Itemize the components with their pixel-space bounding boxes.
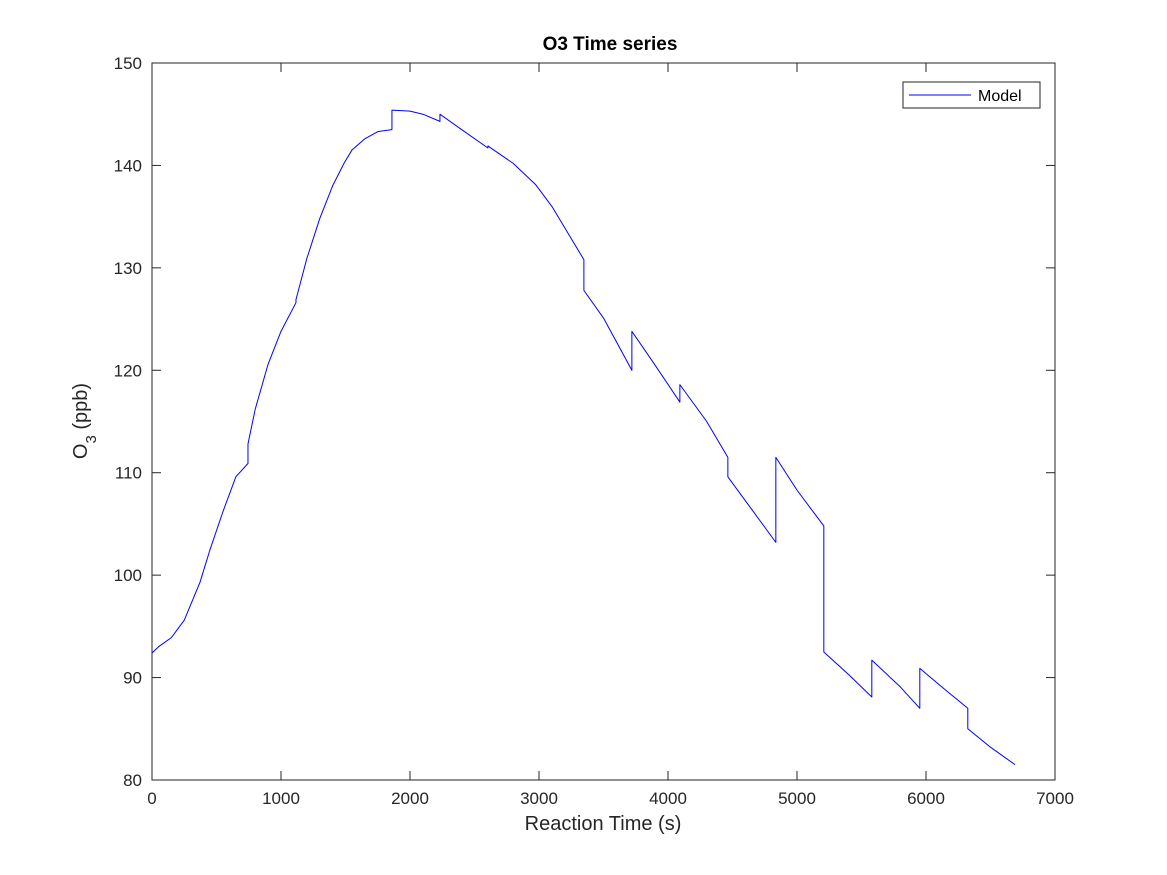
x-axis-ticks: 0 1000 2000 3000 4000 5000 6000 7000: [147, 63, 1074, 808]
y-tick-label-6: 140: [114, 156, 142, 175]
x-tick-label-4: 4000: [649, 789, 687, 808]
legend: Model: [902, 81, 1041, 109]
y-tick-label-3: 110: [115, 464, 142, 483]
y-tick-label-5: 130: [114, 259, 142, 278]
x-tick-label-3: 3000: [520, 789, 558, 808]
series-layer: [151, 109, 1016, 766]
y-axis-label-suffix: (ppb): [70, 383, 92, 435]
y-tick-label-0: 80: [123, 771, 142, 790]
x-tick-label-0: 0: [147, 789, 156, 808]
series-line-model: [151, 109, 1016, 766]
chart-title: O3 Time series: [543, 34, 678, 55]
plot-area-frame: [151, 62, 1056, 781]
y-axis-label: O3 (ppb): [70, 383, 100, 459]
x-tick-label-6: 6000: [907, 789, 945, 808]
x-tick-label-2: 2000: [391, 789, 429, 808]
y-axis-label-subscript: 3: [83, 435, 100, 443]
y-axis-ticks: 80 90 100 110 120 130 140 150: [114, 54, 1055, 790]
y-tick-label-1: 90: [123, 669, 142, 688]
y-tick-label-7: 150: [114, 54, 142, 73]
x-tick-label-5: 5000: [778, 789, 816, 808]
x-axis-label: Reaction Time (s): [525, 813, 682, 835]
legend-label-model: Model: [978, 88, 1022, 105]
x-tick-label-1: 1000: [262, 789, 300, 808]
y-axis-label-main: O: [70, 444, 92, 460]
y-tick-label-2: 100: [114, 566, 142, 585]
x-tick-label-7: 7000: [1036, 789, 1074, 808]
y-tick-label-4: 120: [114, 361, 142, 380]
